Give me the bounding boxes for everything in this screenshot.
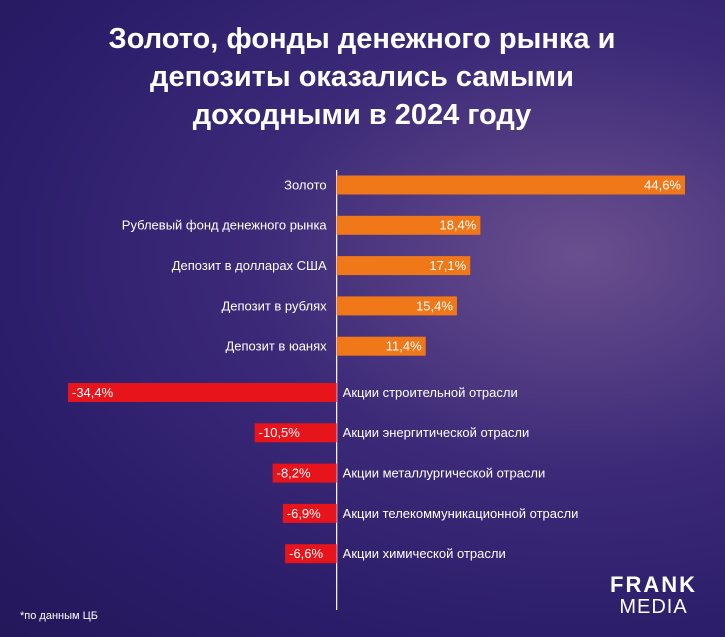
category-label: Акции телекоммуникационной отрасли xyxy=(343,506,579,521)
logo-text: MEDIA xyxy=(619,596,688,618)
bar xyxy=(68,383,337,402)
category-label: Депозит в долларах США xyxy=(172,258,327,273)
value-label: 11,4% xyxy=(386,339,422,354)
bar xyxy=(336,336,426,356)
value-label: 15,4% xyxy=(416,298,453,313)
bar xyxy=(282,503,337,523)
logo: FRANK MEDIA xyxy=(610,572,697,619)
bar xyxy=(336,215,481,235)
category-label: Акции энергитической отрасли xyxy=(343,425,530,440)
bar xyxy=(336,256,471,276)
value-label: 17,1% xyxy=(429,258,466,273)
bar xyxy=(336,175,685,195)
category-label: Депозит в рублях xyxy=(221,298,327,313)
bar xyxy=(285,544,337,564)
bar xyxy=(254,423,337,443)
category-label: Акции металлургической отрасли xyxy=(343,466,546,481)
category-label: Акции строительной отрасли xyxy=(343,385,518,400)
category-label: Золото xyxy=(284,177,327,192)
value-label: -6,9% xyxy=(287,506,321,521)
bar xyxy=(336,296,457,316)
value-label: -34,4% xyxy=(72,385,114,400)
category-label: Депозит в юанях xyxy=(225,339,327,354)
value-label: 18,4% xyxy=(439,218,476,233)
chart-title: Золото, фонды денежного рынка и депозиты… xyxy=(108,23,616,131)
value-label: 44,6% xyxy=(644,177,681,192)
category-label: Акции химической отрасли xyxy=(343,546,506,561)
value-label: -10,5% xyxy=(259,425,301,440)
category-label: Рублевый фонд денежного рынка xyxy=(122,218,328,233)
footnote: *по данным ЦБ xyxy=(20,610,98,622)
value-label: -6,6% xyxy=(289,546,323,561)
bar xyxy=(272,463,337,483)
value-label: -8,2% xyxy=(277,466,311,481)
logo-text: FRANK xyxy=(610,572,697,597)
